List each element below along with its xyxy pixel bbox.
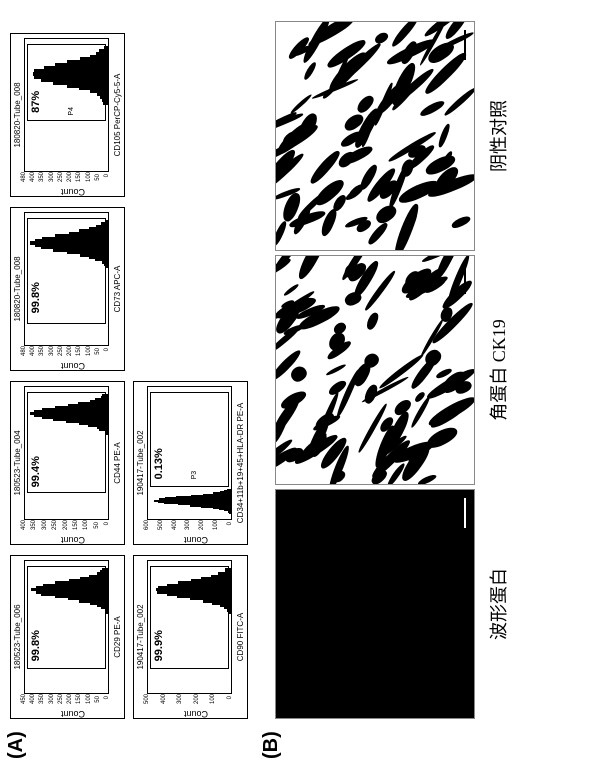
histogram-pct: 99.8% xyxy=(30,282,42,313)
histogram-row-2: 190417-Tube_002 Count 5004003002001000 9… xyxy=(133,19,248,719)
histogram-yticks: 6005004003002001000 xyxy=(144,522,233,530)
histogram-pct: 0.13% xyxy=(153,448,165,479)
histogram-ylabel: Count xyxy=(60,187,84,197)
histogram-yticks: 480400350300250200150100500 xyxy=(21,174,110,182)
histogram-yticks: 450400350300250200150100500 xyxy=(21,696,110,704)
micrograph-label-3: 阴性对照 xyxy=(485,21,511,251)
histogram-panel: 190417-Tube_002 Count 5004003002001000 9… xyxy=(133,555,248,719)
micrograph-negative xyxy=(275,21,475,251)
micrograph-row xyxy=(275,19,475,719)
histogram-panel: 180523-Tube_004 Count 400350300250200150… xyxy=(10,381,125,545)
histogram-pct: 99.9% xyxy=(153,630,165,661)
histogram-yticks: 400350300250200150100500 xyxy=(21,522,110,530)
histogram-panel: 180523-Tube_006 Count 450400350300250200… xyxy=(10,555,125,719)
histogram-plot: 99.8% xyxy=(24,212,109,346)
histogram-plot: 0.13% P3 xyxy=(147,386,232,520)
histogram-ylabel: Count xyxy=(60,361,84,371)
histogram-ylabel: Count xyxy=(60,535,84,545)
histogram-ylabel: Count xyxy=(183,709,207,719)
histogram-ylabel: Count xyxy=(183,535,207,545)
histogram-pct: 99.8% xyxy=(30,630,42,661)
scale-bar xyxy=(464,498,466,528)
histogram-plot: 99.9% xyxy=(147,560,232,694)
micrograph-labels: 波形蛋白 角蛋白 CK19 阴性对照 xyxy=(485,19,511,719)
histogram-xlabel: CD29 PE-A xyxy=(113,556,124,718)
panel-a-label: (A) xyxy=(5,731,28,759)
histogram-row-1: 180523-Tube_006 Count 450400350300250200… xyxy=(10,19,125,719)
micrograph-vimentin xyxy=(275,489,475,719)
histogram-xlabel: CD34+11b+19+45+HLA-DR PE-A xyxy=(236,382,247,544)
histogram-xlabel: CD44 PE-A xyxy=(113,382,124,544)
histogram-plot: 99.8% xyxy=(24,560,109,694)
histogram-yticks: 5004003002001000 xyxy=(144,696,233,704)
micrograph-label-2: 角蛋白 CK19 xyxy=(485,255,511,485)
histogram-grid: 180523-Tube_006 Count 450400350300250200… xyxy=(10,19,256,719)
histogram-plot: 87% P4 xyxy=(24,38,109,172)
histogram-xlabel: CD105 PerCP-Cy5-5-A xyxy=(113,34,124,196)
histogram-xlabel: CD73 APC-A xyxy=(113,208,124,370)
micrograph-label-1: 波形蛋白 xyxy=(485,489,511,719)
histogram-plot: 99.4% xyxy=(24,386,109,520)
histogram-panel: 190417-Tube_002 Count 600500400300200100… xyxy=(133,381,248,545)
histogram-xlabel: CD90 FITC-A xyxy=(236,556,247,718)
micrograph-ck19 xyxy=(275,255,475,485)
histogram-yticks: 480400350300250200150100500 xyxy=(21,348,110,356)
histogram-pct: 87% xyxy=(30,91,42,113)
histogram-pct: 99.4% xyxy=(30,456,42,487)
histogram-panel: 180820-Tube_008 Count 480400350300250200… xyxy=(10,33,125,197)
histogram-panel: 180820-Tube_008 Count 480400350300250200… xyxy=(10,207,125,371)
panel-b-label: (B) xyxy=(260,731,283,759)
histogram-ylabel: Count xyxy=(60,709,84,719)
